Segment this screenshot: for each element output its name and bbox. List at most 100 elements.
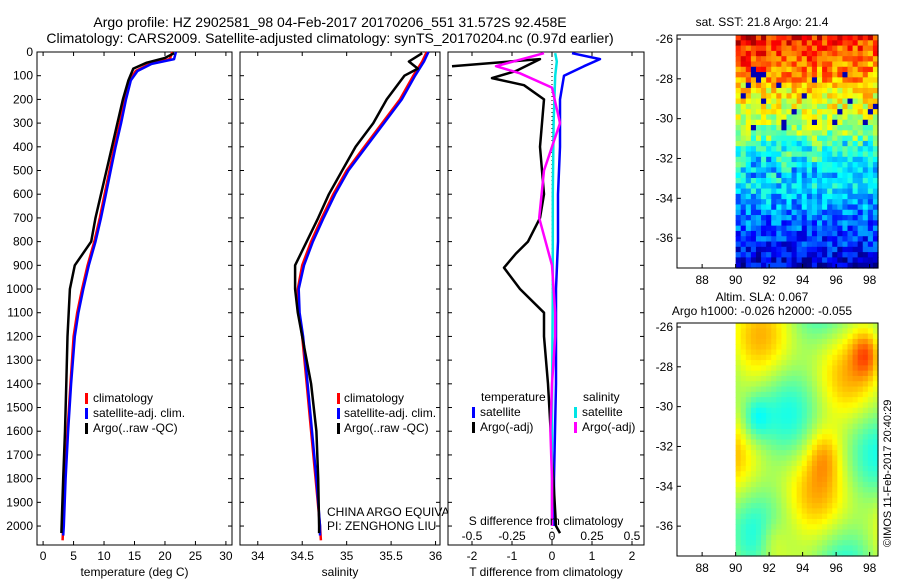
sst-map-cell — [872, 167, 879, 174]
sla-map-cell — [827, 397, 833, 404]
sst-map-cell — [842, 162, 849, 168]
sst-map-cell — [811, 151, 818, 158]
sla-map-cell — [801, 508, 808, 515]
sla-map-cell — [745, 545, 752, 552]
sla-map-cell — [832, 354, 838, 361]
sla-map-cell — [816, 487, 823, 494]
sla-map-cell — [867, 386, 874, 393]
sst-map-cell — [801, 204, 808, 211]
sst-map-cell — [801, 215, 808, 221]
sla-map-cell — [801, 434, 808, 441]
sla-map-cell — [761, 402, 767, 409]
sst-map-cell — [781, 246, 788, 253]
sla-map-cell — [816, 428, 823, 435]
sst-map-cell — [766, 183, 772, 190]
sst-map-cell — [857, 262, 864, 269]
sla-map-cell — [750, 481, 757, 488]
sla-map-cell — [827, 460, 833, 467]
sst-map-cell — [867, 146, 874, 153]
sst-map-cell — [766, 257, 772, 264]
sst-map-cell — [867, 230, 874, 237]
sst-map-cell — [857, 236, 864, 243]
sst-map-cell — [842, 103, 849, 110]
sla-map-cell — [862, 444, 869, 451]
temperature-ytick-label: 1200 — [6, 329, 33, 343]
sla-map-cell — [811, 428, 818, 435]
sla-map-cell — [842, 428, 849, 435]
temperature-ytick-label: 1000 — [6, 282, 33, 296]
sst-map-cell — [786, 87, 793, 94]
sla-map-cell — [771, 471, 777, 478]
sla-map-cell — [796, 455, 803, 462]
sst-map-cell — [811, 188, 818, 195]
sla-map-cell — [776, 413, 782, 419]
sst-map-cell — [750, 40, 757, 47]
sst-map-cell — [862, 183, 869, 190]
sst-map-cell — [735, 72, 742, 78]
sla-map-cell — [852, 323, 859, 329]
sla-map-cell — [735, 428, 742, 435]
sla-map-cell — [786, 450, 793, 456]
difference-legend-swatch — [472, 422, 475, 433]
sla-map-cell — [786, 338, 793, 345]
sla-map-cell — [735, 503, 742, 509]
sst-map-cell — [847, 225, 854, 232]
sst-map-cell — [872, 72, 879, 78]
sst-map-cell — [852, 130, 859, 137]
sst-map-cell — [811, 114, 818, 121]
sla-map-cell — [781, 513, 788, 520]
sla-map-cell — [755, 349, 762, 356]
sla-map-cell — [761, 354, 767, 361]
sla-map-cell — [847, 333, 854, 340]
sst-map-cell — [755, 220, 762, 227]
sla-map-cell — [822, 497, 828, 504]
sla-map-cell — [862, 354, 869, 361]
differences-xtick-label: -2 — [467, 549, 478, 563]
sla-map-cell — [872, 418, 879, 425]
sla-map-cell — [796, 481, 803, 488]
sla-map-cell — [745, 439, 752, 446]
sla-map-cell — [750, 381, 757, 388]
sst-map-cell — [791, 167, 798, 174]
sla-map-cell — [827, 333, 833, 340]
sst-map-cell — [771, 199, 777, 206]
sst-map-cell — [872, 209, 879, 216]
sla-map-cell — [816, 481, 823, 488]
sst-map-cell — [781, 252, 788, 259]
sla-map-cell — [842, 354, 849, 361]
sst-map-cell — [745, 262, 752, 269]
sst-map-cell — [811, 93, 818, 100]
sla-map-cell — [740, 518, 747, 525]
sla-map-cell — [857, 545, 864, 552]
sst-map-cell — [735, 50, 742, 57]
sla-map-cell — [837, 418, 843, 425]
sst-map-cell — [867, 236, 874, 243]
sla-map-cell — [837, 439, 843, 446]
sla-map-cell — [811, 439, 818, 446]
sla-map-cell — [811, 540, 818, 547]
sst-map-cell — [735, 193, 742, 200]
sst-map-cell — [735, 204, 742, 211]
sst-map-cell — [847, 45, 854, 52]
sla-map-cell — [735, 434, 742, 441]
sla-map-cell — [872, 434, 879, 441]
sst-map-cell — [806, 93, 813, 100]
sst-map-cell — [867, 193, 874, 200]
sla-map-cell — [822, 455, 828, 462]
sla-map-cell — [847, 428, 854, 435]
sst-map-cell — [862, 66, 869, 73]
sla-map-cell — [771, 338, 777, 345]
sla-map-cell — [816, 338, 823, 345]
sla-map-cell — [801, 386, 808, 393]
sla-map-cell — [816, 534, 823, 541]
sla-map-cell — [766, 360, 772, 366]
sla-map-cell — [796, 375, 803, 382]
sla-map-cell — [755, 328, 762, 335]
sst-map-cell — [755, 151, 762, 158]
sst-map-cell — [740, 204, 747, 211]
sst-map-cell — [791, 140, 798, 147]
sst-map-cell — [862, 177, 869, 184]
sst-map-cell — [786, 236, 793, 243]
sla-map-cell — [796, 354, 803, 361]
sla-map-cell — [822, 550, 828, 557]
